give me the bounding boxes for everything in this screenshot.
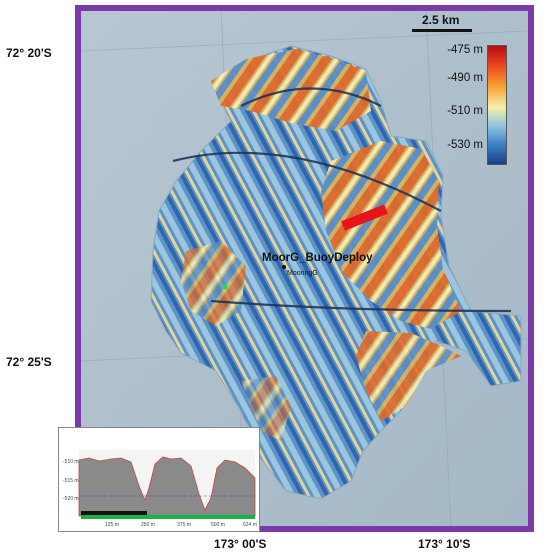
profile-y-tick-3: -520 m [63, 496, 79, 502]
scale-bar-label: 2.5 km [422, 13, 460, 27]
green-point-marker [222, 284, 228, 290]
profile-y-tick-1: -510 m [63, 459, 79, 465]
profile-green-bar [81, 515, 255, 519]
profile-x-tick-3: 375 m [177, 522, 191, 528]
longitude-label-173-10: 173° 10'S [418, 537, 471, 551]
deployment-line [341, 204, 388, 231]
profile-x-tick-2: 250 m [141, 522, 155, 528]
mooring-marker [282, 265, 286, 269]
site-sublabel: MooringG [287, 270, 318, 277]
profile-x-tick-5: 624 m [243, 522, 257, 528]
scale-bar [412, 29, 472, 32]
profile-black-bar [81, 511, 147, 515]
profile-svg [78, 450, 256, 519]
site-label: MoorG_BuoyDeploy [262, 252, 373, 264]
legend-label-530: -530 m [447, 139, 483, 151]
latitude-label-72-20: 72° 20'S [6, 46, 52, 60]
profile-x-tick-1: 125 m [105, 522, 119, 528]
legend-label-475: -475 m [447, 44, 483, 56]
swath-warm-southwest [241, 376, 291, 441]
latitude-label-72-25: 72° 25'S [6, 355, 52, 369]
longitude-label-173-00: 173° 00'S [214, 537, 267, 551]
swath-warm-south [356, 331, 461, 421]
profile-area [78, 456, 256, 517]
swath-warm-west [181, 241, 246, 326]
legend-label-490: -490 m [447, 72, 483, 84]
profile-y-tick-2: -515 m [63, 478, 79, 484]
profile-x-tick-4: 500 m [211, 522, 225, 528]
depth-color-legend [487, 45, 507, 165]
swath-warm-east [321, 141, 461, 329]
depth-profile-inset: -510 m -515 m -520 m 125 m 250 m 375 m 5… [58, 427, 260, 532]
legend-label-510: -510 m [447, 105, 483, 117]
